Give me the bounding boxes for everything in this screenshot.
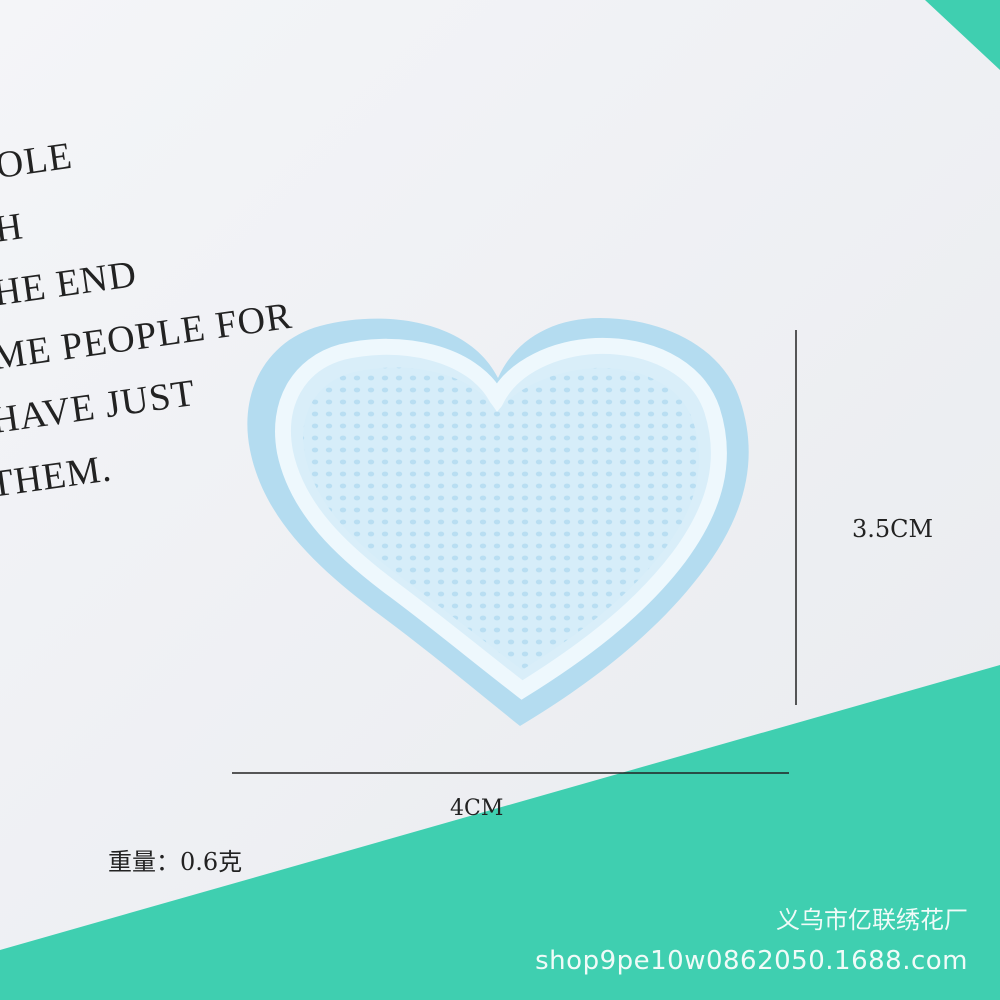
weight-label: 重量：0.6克 [108,848,243,876]
width-label: 4CM [450,796,504,821]
height-label: 3.5CM [852,515,934,543]
watermark-shop-name: 义乌市亿联绣花厂 [776,906,968,934]
watermark-shop-url: shop9pe10w0862050.1688.com [535,946,968,976]
heart-patch-mesh [303,367,700,670]
card-printed-text: OLE H HE END ME PEOPLE FOR HAVE JUST THE… [0,98,314,515]
